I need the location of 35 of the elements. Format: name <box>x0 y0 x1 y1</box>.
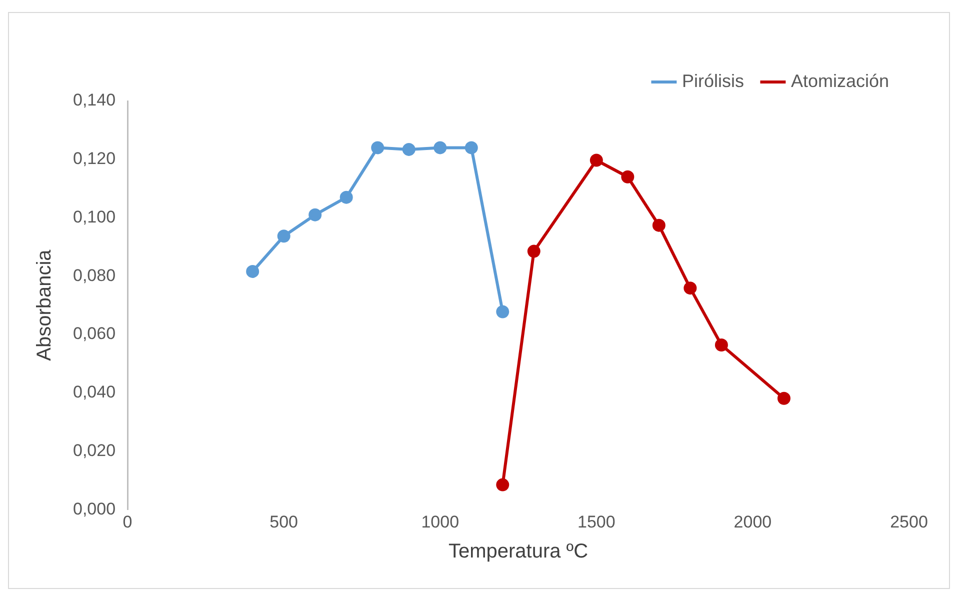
x-tick-label: 0 <box>122 512 132 532</box>
y-tick-label: 0,040 <box>72 382 116 402</box>
x-tick-label: 1000 <box>421 512 460 532</box>
point <box>714 338 728 352</box>
point <box>652 218 666 232</box>
y-axis-title: Absorbancia <box>34 248 56 361</box>
point <box>246 264 260 278</box>
point <box>464 141 478 154</box>
x-tick-label: 500 <box>270 512 298 532</box>
y-tick-label: 0,020 <box>72 440 116 460</box>
x-tick-label: 2500 <box>890 512 928 532</box>
point <box>621 170 634 184</box>
point <box>371 141 384 154</box>
y-tick-label: 0,060 <box>72 324 116 344</box>
y-tick-label: 0,080 <box>72 266 116 285</box>
point <box>684 282 697 295</box>
x-axis-title: Temperatura ºC <box>448 540 588 563</box>
y-tick-label: 0,100 <box>72 207 116 226</box>
point <box>496 478 510 492</box>
point <box>434 141 447 154</box>
x-tick-label: 2000 <box>734 512 772 532</box>
legend-label: Pirólisis <box>682 70 744 91</box>
x-tick-label: 1500 <box>578 512 616 532</box>
point <box>777 392 790 405</box>
y-tick-label: 0,140 <box>72 90 116 110</box>
point <box>496 305 510 318</box>
point <box>340 190 353 204</box>
point <box>402 142 416 156</box>
point <box>277 230 290 243</box>
y-tick-label: 0,120 <box>72 149 116 168</box>
point <box>527 244 540 258</box>
point <box>590 154 603 167</box>
legend-label: Atomización <box>790 70 890 91</box>
y-tick-label: 0,000 <box>72 499 116 518</box>
point <box>308 208 322 222</box>
